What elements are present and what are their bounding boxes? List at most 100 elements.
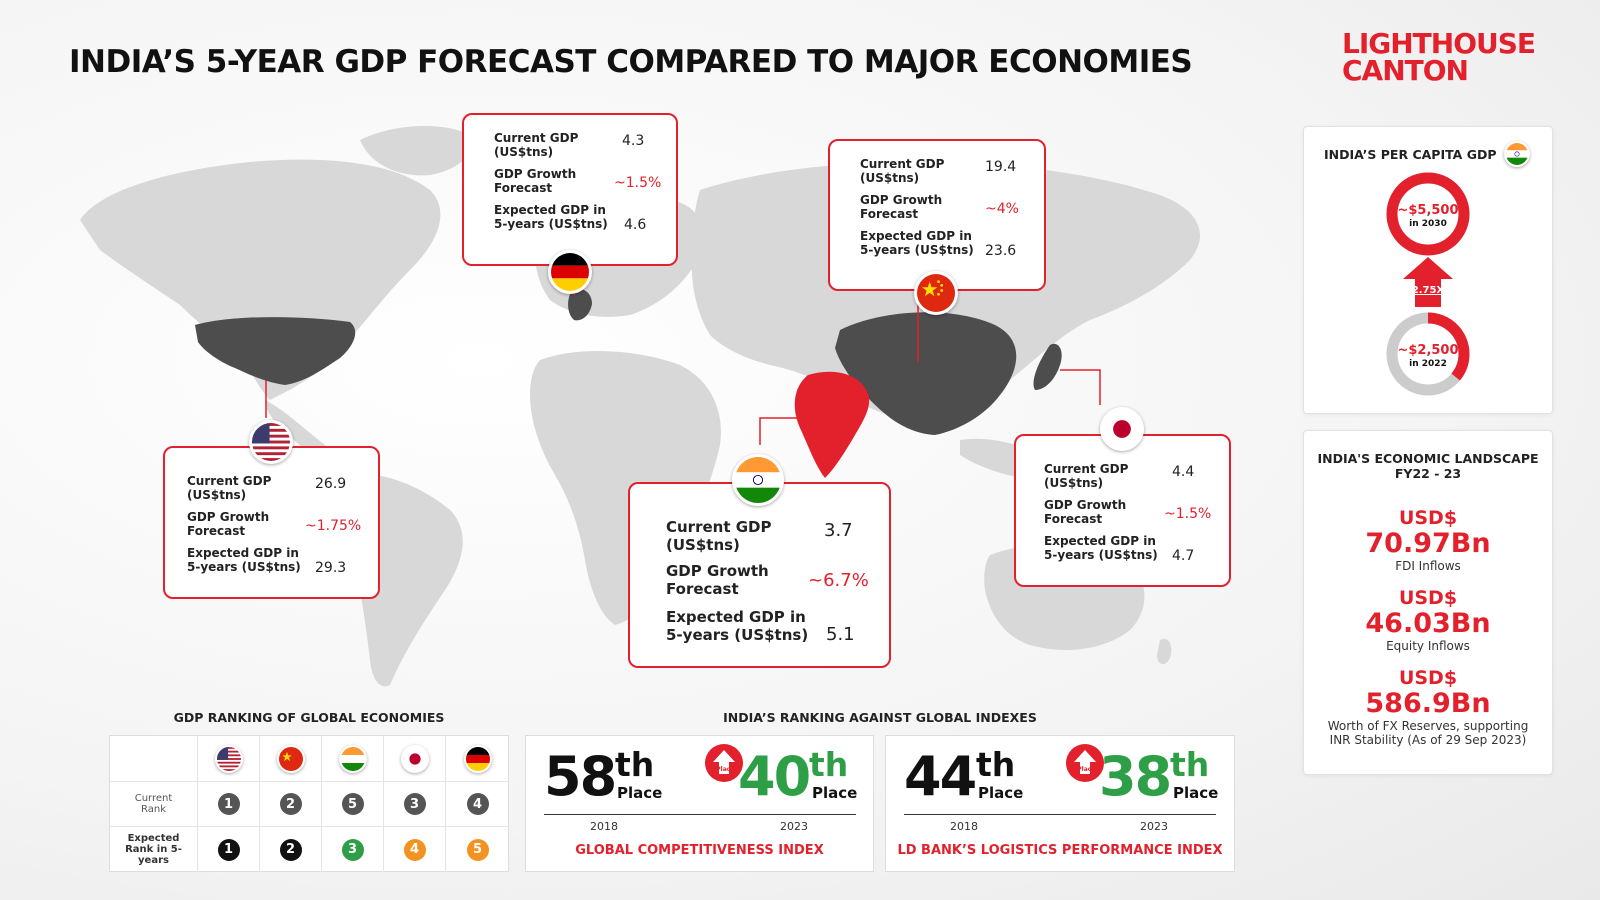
per-capita-panel: INDIA’S PER CAPITA GDP ~$5,500 in 2030 2…	[1303, 126, 1553, 414]
to-rank-suffix: th	[1170, 745, 1210, 784]
usa-shape	[195, 317, 356, 385]
rank-up-icon	[1066, 744, 1104, 782]
index-name: LD BANK’S LOGISTICS PERFORMANCE INDEX	[897, 843, 1223, 858]
growth-forecast-label: GDP Growth Forecast	[1044, 498, 1127, 527]
current-gdp-label: Current GDP (US$tns)	[666, 518, 772, 554]
current-rank-badge: 2	[279, 793, 302, 815]
future-gdp-year: in 2030	[1409, 219, 1447, 229]
growth-forecast-label: GDP Growth Forecast	[494, 167, 577, 196]
growth-forecast-value: ~1.5%	[614, 175, 662, 191]
rank-up-icon	[705, 744, 743, 782]
to-place-label: Place	[1173, 784, 1219, 802]
expected-gdp-value: 29.3	[315, 560, 347, 576]
growth-forecast-value: ~6.7%	[808, 570, 869, 591]
expected-gdp-label: Expected GDP in 5-years (US$tns)	[494, 203, 608, 232]
from-place-label: Place	[617, 784, 663, 802]
multiplier-label: 2.75X	[1411, 285, 1445, 296]
to-rank-suffix: th	[809, 745, 849, 784]
from-year: 2018	[950, 820, 978, 833]
current-gdp-label: Current GDP (US$tns)	[860, 157, 945, 186]
indexes-title: INDIA’S RANKING AGAINST GLOBAL INDEXES	[723, 710, 1037, 725]
current-gdp-label: Current GDP (US$tns)	[1044, 462, 1129, 491]
current-gdp-value: 3.7	[824, 520, 853, 541]
india-flag-icon	[732, 454, 784, 506]
to-rank: 40	[738, 745, 811, 808]
economic-landscape-panel: INDIA'S ECONOMIC LANDSCAPE FY22 - 23 USD…	[1303, 430, 1553, 775]
competitiveness-index-card: 58 th Place 6 Places 40 th Place 2018 20…	[525, 735, 874, 872]
future-gdp-ring	[1386, 172, 1470, 256]
fx-reserves: USD$ 586.9Bn Worth of FX Reserves, suppo…	[1327, 667, 1529, 747]
expected-gdp-value: 4.6	[624, 217, 647, 233]
china-card: Current GDP (US$tns) 19.4 GDP Growth For…	[828, 139, 1046, 291]
current-gdp-value: 26.9	[315, 476, 347, 492]
expected-gdp-value: 23.6	[985, 243, 1017, 259]
from-year: 2018	[590, 820, 618, 833]
expected-rank-badge: 5	[466, 838, 489, 861]
expected-rank-badge: 4	[403, 838, 426, 861]
japan-shape	[1033, 343, 1062, 390]
expected-rank-badge: 1	[217, 838, 240, 861]
current-gdp-value: 19.4	[985, 159, 1017, 175]
india-shape	[794, 371, 870, 478]
germany-shape	[568, 288, 592, 321]
landscape-title: INDIA'S ECONOMIC LANDSCAPE FY22 - 23	[1317, 451, 1539, 481]
per-capita-title: INDIA’S PER CAPITA GDP	[1324, 147, 1497, 162]
india-card: Current GDP (US$tns) 3.7 GDP Growth Fore…	[628, 482, 891, 668]
growth-arrow-icon	[1403, 257, 1453, 307]
change-label: 6 Places	[1071, 766, 1099, 773]
divider	[904, 814, 1216, 815]
expected-rank-badge: 2	[279, 838, 302, 861]
china-flag-icon	[914, 271, 958, 315]
to-rank: 38	[1099, 745, 1172, 808]
equity-inflows: USD$ 46.03Bn Equity Inflows	[1365, 587, 1491, 653]
india-flag-icon	[338, 744, 367, 773]
usa-flag-icon	[249, 420, 293, 464]
china-shape	[835, 312, 1017, 435]
germany-flag-icon	[548, 250, 592, 294]
expected-gdp-label: Expected GDP in 5-years (US$tns)	[666, 608, 809, 644]
to-year: 2023	[780, 820, 808, 833]
current-gdp-label: Current GDP (US$tns)	[494, 131, 579, 160]
current-rank-badge: 1	[217, 793, 240, 815]
japan-card: Current GDP (US$tns) 4.4 GDP Growth Fore…	[1014, 434, 1231, 587]
current-gdp-value: 4.4	[1172, 464, 1195, 480]
ranking-title: GDP RANKING OF GLOBAL ECONOMIES	[173, 710, 445, 725]
future-gdp-value: ~$5,500	[1397, 203, 1459, 218]
change-label: 6 Places	[710, 766, 738, 773]
from-rank-suffix: th	[615, 745, 655, 784]
growth-forecast-value: ~4%	[985, 201, 1019, 217]
growth-forecast-value: ~1.5%	[1164, 506, 1212, 522]
japan-flag-icon	[400, 744, 429, 773]
current-gdp-label: Current GDP (US$tns)	[187, 474, 272, 503]
from-place-label: Place	[978, 784, 1024, 802]
usa-card: Current GDP (US$tns) 26.9 GDP Growth For…	[163, 446, 380, 599]
to-year: 2023	[1140, 820, 1168, 833]
current-gdp-ring	[1386, 312, 1470, 396]
growth-forecast-label: GDP Growth Forecast	[187, 510, 270, 539]
from-rank-suffix: th	[976, 745, 1016, 784]
from-rank: 44	[904, 745, 977, 808]
expected-gdp-label: Expected GDP in 5-years (US$tns)	[860, 229, 974, 258]
current-gdp-year: in 2022	[1409, 359, 1447, 369]
current-rank-label: Current Rank	[134, 793, 173, 815]
current-rank-badge: 3	[403, 793, 426, 815]
from-rank: 58	[544, 745, 617, 808]
india-flag-icon	[1504, 141, 1530, 167]
japan-flag-icon	[1100, 407, 1144, 451]
expected-rank-badge: 3	[341, 838, 364, 861]
expected-gdp-label: Expected GDP in 5-years (US$tns)	[187, 546, 301, 575]
logistics-index-card: 44 th Place 6 Places 38 th Place 2018 20…	[885, 735, 1235, 872]
current-gdp-value: 4.3	[622, 133, 645, 149]
brand-logo: LIGHTHOUSE CANTON	[1342, 27, 1536, 87]
current-rank-badge: 5	[341, 793, 364, 815]
page-title: INDIA’S 5-YEAR GDP FORECAST COMPARED TO …	[69, 44, 1193, 80]
usa-flag-icon	[214, 744, 243, 773]
germany-card: Current GDP (US$tns) 4.3 GDP Growth Fore…	[462, 113, 678, 266]
growth-forecast-label: GDP Growth Forecast	[666, 562, 769, 598]
ranking-table: Current Rank 1 2 5 3 4 Expected Rank in …	[109, 735, 509, 872]
to-place-label: Place	[812, 784, 858, 802]
current-rank-badge: 4	[466, 793, 489, 815]
china-flag-icon	[276, 744, 305, 773]
growth-forecast-label: GDP Growth Forecast	[860, 193, 943, 222]
current-gdp-value: ~$2,500	[1397, 343, 1459, 358]
